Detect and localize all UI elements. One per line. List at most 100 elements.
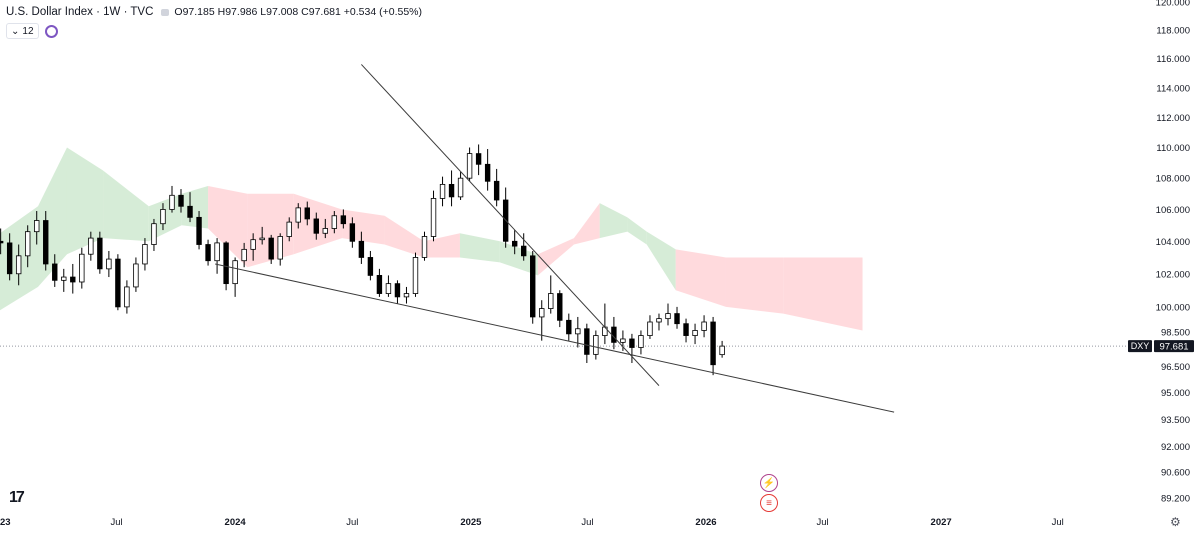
candle[interactable] [259,237,265,241]
candle[interactable] [223,242,229,285]
candle[interactable] [566,319,572,335]
candle[interactable] [665,313,671,320]
candle[interactable] [656,318,662,323]
candle[interactable] [133,263,139,288]
price-tick-label: 112.000 [1156,113,1190,124]
time-tick-label: 2023 [0,517,11,528]
market-status-icon[interactable] [161,8,170,16]
candle[interactable] [385,283,392,294]
candle[interactable] [187,205,193,218]
candle[interactable] [61,276,67,281]
candle[interactable] [178,194,184,207]
low-value: 97.008 [266,6,299,18]
candle[interactable] [268,237,274,260]
us-flag-icon[interactable]: ≡ [760,494,778,512]
candle[interactable] [0,240,4,244]
candle[interactable] [34,220,40,233]
candle[interactable] [142,244,148,265]
candle[interactable] [196,216,202,245]
candle[interactable] [106,258,112,270]
candle[interactable] [701,321,707,331]
close-label: C [301,6,309,18]
candle[interactable] [250,239,256,250]
candle[interactable] [286,221,292,237]
candle[interactable] [593,335,599,355]
tradingview-logo-icon[interactable]: 17 [9,489,25,506]
candle[interactable] [710,321,716,366]
candle[interactable] [295,207,301,223]
candle[interactable] [620,338,626,343]
candle[interactable] [575,328,581,335]
candle[interactable] [719,345,725,356]
candle[interactable] [313,218,319,234]
candle[interactable] [466,153,473,179]
candle[interactable] [557,293,563,321]
candle[interactable] [241,248,247,262]
sync-icon[interactable] [44,24,58,38]
settings-icon[interactable]: ⚙ [1170,515,1181,529]
candle[interactable] [358,240,365,258]
candle[interactable] [214,242,220,262]
candle[interactable] [394,283,401,298]
price-axis: 120.000 118.000 116.000 114.000 112.000 110.0… [1156,0,1190,505]
candle[interactable] [448,183,455,198]
candle[interactable] [376,275,383,294]
events-flash-icon[interactable]: ⚡ [760,474,778,492]
trendline-lower[interactable] [215,263,895,413]
candle[interactable] [403,293,410,298]
indicators-toggle[interactable]: ⌄ 12 [6,23,39,39]
trendline-upper[interactable] [361,64,660,386]
candle[interactable] [584,328,590,355]
candle[interactable] [412,257,419,294]
candle[interactable] [88,237,94,255]
candle[interactable] [6,242,13,275]
symbol-title[interactable]: U.S. Dollar Index · 1W · TVC [6,6,154,18]
candle[interactable] [638,335,644,348]
candle[interactable] [24,231,31,257]
candle[interactable] [169,194,175,210]
candle[interactable] [484,163,491,182]
candle[interactable] [340,215,347,225]
candle[interactable] [475,153,482,165]
candle[interactable] [79,253,85,283]
candle[interactable] [331,215,338,229]
candle[interactable] [692,330,698,336]
candle[interactable] [674,313,680,325]
candle[interactable] [43,220,49,265]
candle[interactable] [277,236,283,260]
candle[interactable] [349,223,356,242]
candle[interactable] [15,255,22,275]
candle[interactable] [439,183,446,199]
candle[interactable] [521,245,527,257]
candle[interactable] [304,207,310,220]
candle[interactable] [160,209,166,225]
candle[interactable] [493,180,500,201]
candle[interactable] [530,255,536,318]
candle[interactable] [683,323,689,336]
candle[interactable] [367,257,374,276]
candle[interactable] [52,263,58,281]
candle[interactable] [70,276,76,283]
candle[interactable] [322,228,329,234]
candle[interactable] [539,308,545,318]
candle[interactable] [548,293,554,309]
candle[interactable] [151,223,157,245]
candle[interactable] [511,240,518,247]
price-tick-label: 90.600 [1161,467,1190,478]
price-tick-label: 110.000 [1156,143,1190,154]
candle[interactable] [205,244,211,262]
candle[interactable] [421,236,428,258]
candle[interactable] [647,321,653,336]
candle[interactable] [430,198,437,237]
cloud-segment [537,238,574,276]
candle[interactable] [629,338,635,348]
candle[interactable] [115,258,121,308]
close-value: 97.681 [308,6,341,18]
candle[interactable] [124,286,130,308]
cloud-segment [675,249,726,307]
candle[interactable] [457,177,464,198]
candle[interactable] [97,237,103,270]
candle[interactable] [232,260,238,285]
